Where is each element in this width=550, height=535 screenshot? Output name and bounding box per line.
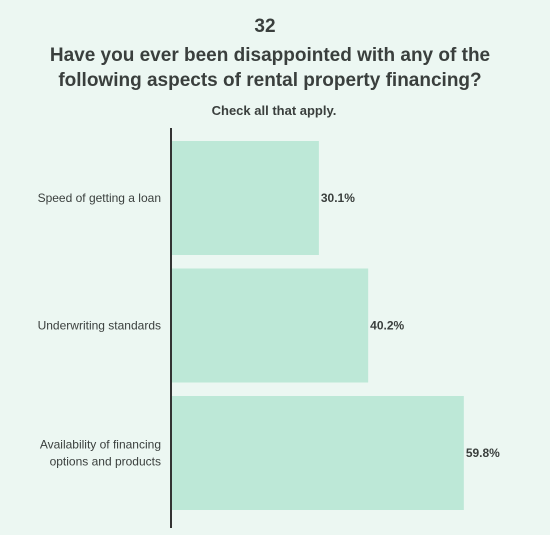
bar-0 xyxy=(172,141,319,255)
value-label-0: 30.1% xyxy=(321,191,355,205)
value-label-1: 40.2% xyxy=(370,319,404,333)
chart-title-line-1: Have you ever been disappointed with any… xyxy=(50,45,490,66)
chart-title-line-2: following aspects of rental property fin… xyxy=(58,70,481,91)
value-label-2: 59.8% xyxy=(466,446,500,460)
category-label-2-line-0: Availability of financing xyxy=(40,438,161,452)
category-label-2-line-1: options and products xyxy=(50,455,161,469)
bar-1 xyxy=(172,268,369,383)
bars-layer: 30.1% Speed of getting a loan 40.2% Underwr… xyxy=(38,141,500,510)
chart-number: 32 xyxy=(254,16,275,37)
bar-2 xyxy=(172,396,464,510)
category-label-0: Speed of getting a loan xyxy=(38,191,161,205)
category-label-1: Underwriting standards xyxy=(38,319,161,333)
chart-subtitle: Check all that apply. xyxy=(212,103,337,118)
